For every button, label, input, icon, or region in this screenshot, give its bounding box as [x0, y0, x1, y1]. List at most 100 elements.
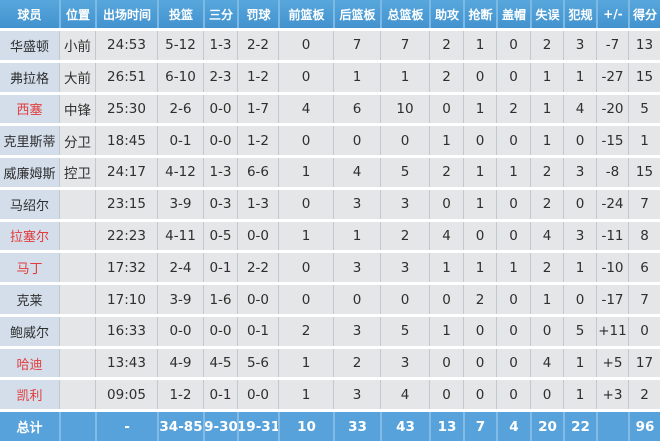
player-name[interactable]: 拉塞尔: [0, 221, 59, 251]
cell-dreb: 4: [333, 158, 380, 187]
cell-pm: +3: [596, 380, 628, 410]
column-header-pos: 位置: [59, 0, 95, 28]
cell-tov: 1: [530, 62, 563, 92]
cell-tp: 0-3: [203, 189, 237, 219]
total-tov: 20: [530, 412, 563, 441]
player-name[interactable]: 威廉姆斯: [0, 158, 59, 187]
cell-pts: 0: [628, 316, 660, 346]
table-row: 凯利 09:05 1-2 0-1 0-0 1 3 4 0 0 0 0 1 +3 2: [0, 377, 660, 410]
cell-pos: [59, 253, 95, 283]
player-name[interactable]: 马丁: [0, 253, 59, 283]
cell-fg: 1-2: [157, 380, 203, 410]
total-tp: 9-30: [203, 412, 237, 441]
cell-pts: 2: [628, 380, 660, 410]
total-time: -: [95, 412, 157, 441]
cell-ft: 1-2: [237, 126, 278, 156]
cell-ast: 1: [429, 316, 463, 346]
table-row: 西塞 中锋 25:30 2-6 0-0 1-7 4 6 10 0 1 2 1 4 -20 5: [0, 91, 660, 124]
column-header-tp: 三分: [203, 0, 237, 28]
cell-ast: 1: [429, 253, 463, 283]
cell-pts: 5: [628, 94, 660, 124]
cell-blk: 0: [496, 221, 530, 251]
cell-pm: -11: [596, 221, 628, 251]
cell-ast: 0: [429, 189, 463, 219]
column-header-dreb: 后篮板: [333, 0, 380, 28]
total-ft: 19-31: [237, 412, 278, 441]
cell-dreb: 0: [333, 285, 380, 314]
player-name[interactable]: 克里斯蒂: [0, 126, 59, 156]
column-header-ft: 罚球: [237, 0, 278, 28]
cell-time: 18:45: [95, 126, 157, 156]
table-row: 威廉姆斯 控卫 24:17 4-12 1-3 6-6 1 4 5 2 1 1 2 3 -8 15: [0, 155, 660, 187]
cell-tov: 4: [530, 221, 563, 251]
cell-oreb: 0: [278, 189, 333, 219]
cell-stl: 1: [463, 31, 496, 60]
column-header-blk: 盖帽: [496, 0, 530, 28]
cell-ast: 2: [429, 31, 463, 60]
cell-reb: 5: [380, 316, 429, 346]
cell-pf: 0: [563, 189, 596, 219]
cell-ast: 0: [429, 285, 463, 314]
player-name[interactable]: 克莱: [0, 285, 59, 314]
cell-reb: 5: [380, 158, 429, 187]
player-name[interactable]: 马绍尔: [0, 189, 59, 219]
cell-fg: 3-9: [157, 285, 203, 314]
cell-time: 26:51: [95, 62, 157, 92]
cell-tp: 4-5: [203, 348, 237, 378]
player-name[interactable]: 哈迪: [0, 348, 59, 378]
column-header-fg: 投篮: [157, 0, 203, 28]
cell-pos: 中锋: [59, 94, 95, 124]
player-name[interactable]: 华盛顿: [0, 31, 59, 60]
cell-time: 24:17: [95, 158, 157, 187]
cell-time: 16:33: [95, 316, 157, 346]
cell-tov: 4: [530, 348, 563, 378]
column-header-oreb: 前篮板: [278, 0, 333, 28]
player-name[interactable]: 弗拉格: [0, 62, 59, 92]
cell-dreb: 3: [333, 189, 380, 219]
cell-dreb: 3: [333, 253, 380, 283]
table-row: 马绍尔 23:15 3-9 0-3 1-3 0 3 3 0 1 0 2 0 -24 7: [0, 186, 660, 219]
cell-dreb: 1: [333, 62, 380, 92]
cell-tp: 0-0: [203, 94, 237, 124]
cell-oreb: 1: [278, 348, 333, 378]
cell-pf: 3: [563, 221, 596, 251]
cell-tov: 1: [530, 126, 563, 156]
cell-dreb: 1: [333, 221, 380, 251]
player-name[interactable]: 西塞: [0, 94, 59, 124]
cell-blk: 0: [496, 62, 530, 92]
cell-fg: 4-9: [157, 348, 203, 378]
cell-dreb: 3: [333, 316, 380, 346]
cell-time: 17:32: [95, 253, 157, 283]
table-row: 克莱 17:10 3-9 1-6 0-0 0 0 0 0 2 0 1 0 -17 7: [0, 282, 660, 314]
cell-ft: 6-6: [237, 158, 278, 187]
cell-fg: 3-9: [157, 189, 203, 219]
player-name[interactable]: 鲍威尔: [0, 316, 59, 346]
cell-blk: 0: [496, 316, 530, 346]
cell-pm: +11: [596, 316, 628, 346]
cell-time: 17:10: [95, 285, 157, 314]
cell-tov: 2: [530, 31, 563, 60]
cell-reb: 4: [380, 380, 429, 410]
cell-ft: 0-1: [237, 316, 278, 346]
cell-blk: 0: [496, 380, 530, 410]
cell-ast: 0: [429, 380, 463, 410]
cell-ast: 2: [429, 62, 463, 92]
cell-tov: 1: [530, 94, 563, 124]
cell-fg: 0-1: [157, 126, 203, 156]
player-name[interactable]: 凯利: [0, 380, 59, 410]
cell-reb: 10: [380, 94, 429, 124]
cell-pm: -20: [596, 94, 628, 124]
cell-ft: 2-2: [237, 31, 278, 60]
cell-pf: 5: [563, 316, 596, 346]
cell-ast: 0: [429, 348, 463, 378]
cell-stl: 1: [463, 158, 496, 187]
cell-pts: 17: [628, 348, 660, 378]
cell-time: 13:43: [95, 348, 157, 378]
cell-ft: 1-7: [237, 94, 278, 124]
cell-time: 25:30: [95, 94, 157, 124]
cell-pf: 1: [563, 62, 596, 92]
cell-tov: 2: [530, 158, 563, 187]
cell-ft: 2-2: [237, 253, 278, 283]
cell-time: 24:53: [95, 31, 157, 60]
cell-oreb: 1: [278, 158, 333, 187]
